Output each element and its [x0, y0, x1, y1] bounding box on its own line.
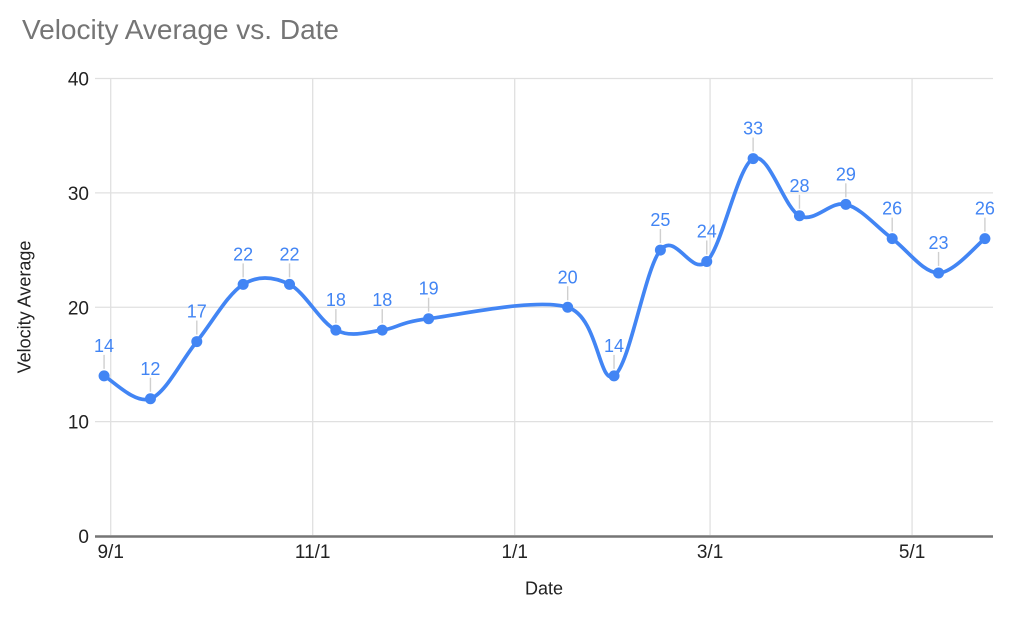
data-point: [562, 301, 574, 313]
x-tick-label: 1/1: [501, 542, 527, 563]
x-tick-label: 11/1: [295, 542, 331, 563]
data-point: [608, 370, 620, 382]
data-point: [933, 267, 945, 279]
data-point-label: 22: [233, 244, 253, 264]
data-point: [98, 370, 110, 382]
data-point-label: 19: [419, 279, 439, 299]
x-tick-label: 3/1: [697, 542, 723, 563]
data-point: [793, 210, 805, 222]
data-point: [237, 278, 249, 290]
data-point-label: 26: [975, 199, 995, 219]
x-tick-label: 5/1: [899, 542, 925, 563]
y-tick-label: 30: [68, 184, 89, 205]
data-point-label: 23: [929, 233, 949, 253]
data-point-label: 22: [279, 244, 299, 264]
series-line: [102, 156, 987, 402]
data-point-label: 20: [558, 267, 578, 287]
y-tick-label: 40: [68, 70, 89, 91]
data-point: [376, 324, 388, 336]
data-point: [840, 198, 852, 210]
y-tick-label: 10: [68, 413, 89, 434]
data-point-label: 26: [882, 199, 902, 219]
data-point-label: 24: [697, 222, 717, 242]
y-tick-label: 20: [68, 298, 89, 319]
data-point-label: 25: [650, 210, 670, 230]
data-point-label: 17: [187, 302, 207, 322]
chart-title: Velocity Average vs. Date: [22, 14, 339, 45]
data-point: [886, 233, 898, 245]
data-point-label: 14: [94, 336, 114, 356]
data-point-label: 33: [743, 119, 763, 139]
data-point: [654, 244, 666, 256]
data-point-label: 28: [789, 176, 809, 196]
y-tick-label: 0: [78, 527, 89, 548]
data-point: [747, 153, 759, 165]
data-point-label: 12: [140, 359, 160, 379]
data-point: [284, 278, 296, 290]
x-axis-title: Date: [524, 578, 564, 599]
x-tick-label: 9/1: [97, 542, 123, 563]
data-point: [979, 233, 991, 245]
data-point-label: 18: [326, 290, 346, 310]
data-point-label: 29: [836, 164, 856, 184]
data-point: [144, 393, 156, 405]
data-point: [423, 313, 435, 325]
data-point-label: 14: [604, 336, 624, 356]
data-point: [191, 336, 203, 348]
data-point-label: 18: [372, 290, 392, 310]
data-point: [701, 256, 713, 267]
data-point: [330, 324, 342, 336]
